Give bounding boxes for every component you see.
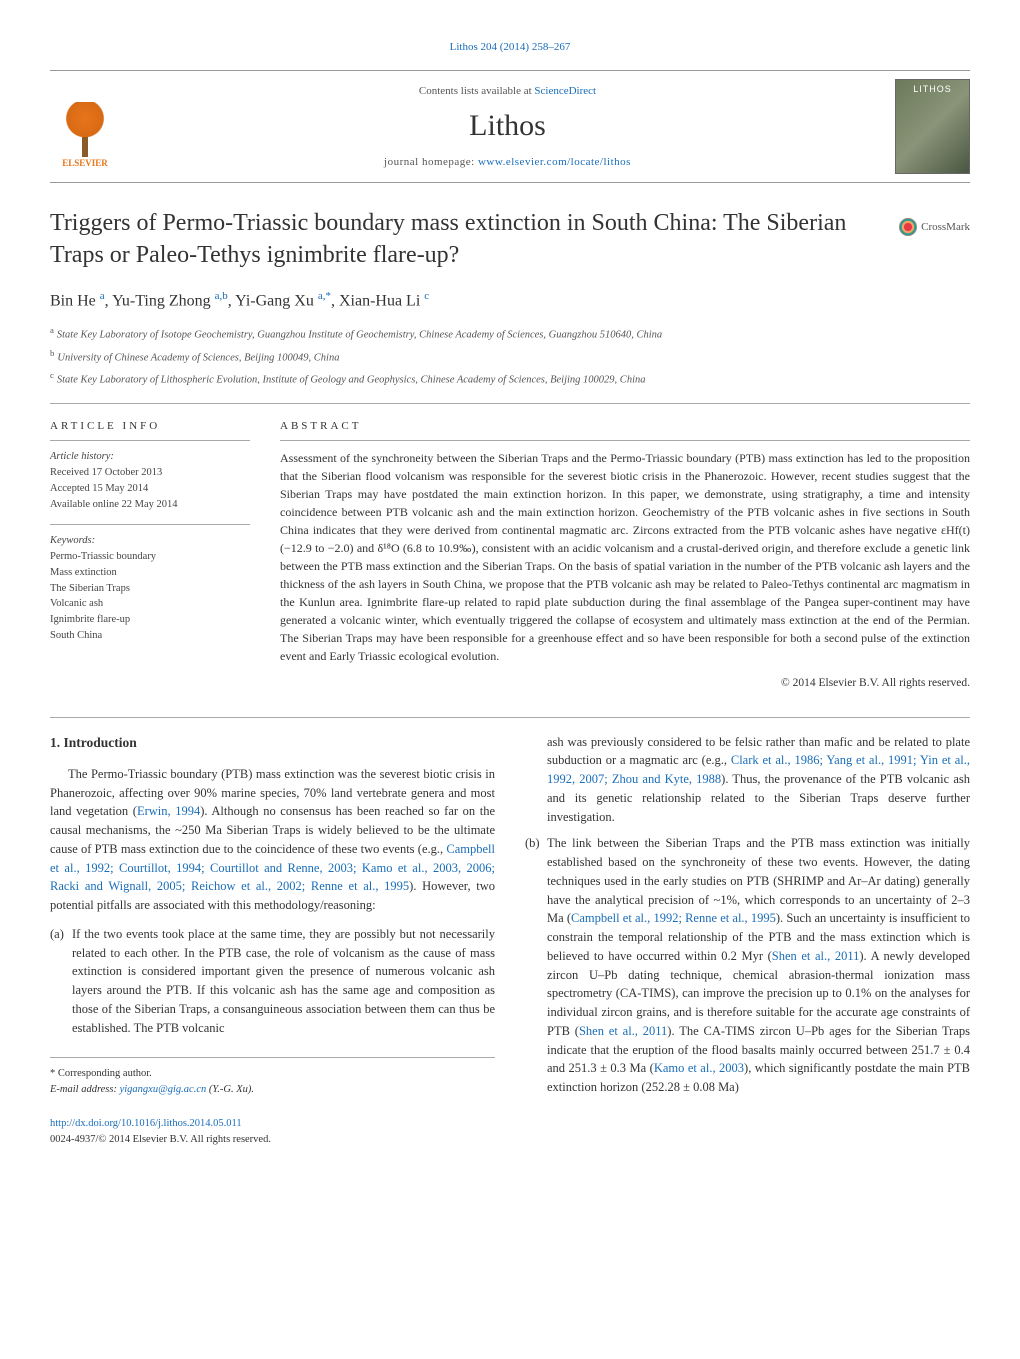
body-column-right: ash was previously considered to be fels… [525, 733, 970, 1148]
crossmark-badge[interactable]: CrossMark [899, 218, 970, 236]
keyword: Ignimbrite flare-up [50, 612, 250, 628]
email-link[interactable]: yigangxu@gig.ac.cn [120, 1084, 207, 1095]
doi-block: http://dx.doi.org/10.1016/j.lithos.2014.… [50, 1116, 495, 1148]
citation-link[interactable]: Lithos 204 (2014) 258–267 [450, 41, 571, 53]
citation-ref[interactable]: Campbell et al., 1992; Renne et al., 199… [571, 911, 776, 925]
elsevier-tree-icon [60, 102, 110, 157]
citation-ref[interactable]: Shen et al., 2011 [579, 1024, 667, 1038]
keyword: Mass extinction [50, 565, 250, 581]
keyword: Permo-Triassic boundary [50, 549, 250, 565]
abstract-column: abstract Assessment of the synchroneity … [280, 419, 970, 691]
abstract-heading: abstract [280, 419, 970, 434]
paragraph: The Permo-Triassic boundary (PTB) mass e… [50, 765, 495, 915]
doi-link[interactable]: http://dx.doi.org/10.1016/j.lithos.2014.… [50, 1118, 242, 1129]
list-item-b: (b)The link between the Siberian Traps a… [547, 834, 970, 1097]
homepage-line: journal homepage: www.elsevier.com/locat… [120, 155, 895, 170]
elsevier-logo: ELSEVIER [50, 84, 120, 169]
history-title: Article history: [50, 449, 250, 465]
journal-cover-thumbnail [895, 79, 970, 174]
authors-line: Bin He a, Yu-Ting Zhong a,b, Yi-Gang Xu … [50, 289, 970, 313]
affiliation-a: aState Key Laboratory of Isotope Geochem… [50, 324, 970, 343]
divider [50, 403, 970, 404]
list-item-a: (a)If the two events took place at the s… [72, 925, 495, 1038]
keyword: The Siberian Traps [50, 581, 250, 597]
article-title: Triggers of Permo-Triassic boundary mass… [50, 208, 970, 270]
publisher-name: ELSEVIER [62, 157, 108, 170]
keywords-title: Keywords: [50, 533, 250, 549]
abstract-text: Assessment of the synchroneity between t… [280, 449, 970, 665]
article-info-heading: article info [50, 419, 250, 434]
received-date: Received 17 October 2013 [50, 465, 250, 481]
journal-name: Lithos [120, 105, 895, 147]
accepted-date: Accepted 15 May 2014 [50, 481, 250, 497]
copyright-line: © 2014 Elsevier B.V. All rights reserved… [280, 675, 970, 691]
online-date: Available online 22 May 2014 [50, 497, 250, 513]
keyword: Volcanic ash [50, 596, 250, 612]
citation-header: Lithos 204 (2014) 258–267 [50, 40, 970, 55]
citation-ref[interactable]: Erwin, 1994 [137, 804, 200, 818]
affiliation-c: cState Key Laboratory of Lithospheric Ev… [50, 369, 970, 388]
affiliation-b: bUniversity of Chinese Academy of Scienc… [50, 347, 970, 366]
section-heading: 1. Introduction [50, 733, 495, 753]
body-column-left: 1. Introduction The Permo-Triassic bound… [50, 733, 495, 1148]
list-item-a-continued: ash was previously considered to be fels… [547, 733, 970, 827]
divider [50, 717, 970, 718]
keyword: South China [50, 628, 250, 644]
journal-banner: ELSEVIER Contents lists available at Sci… [50, 70, 970, 183]
sciencedirect-link[interactable]: ScienceDirect [534, 85, 596, 97]
homepage-link[interactable]: www.elsevier.com/locate/lithos [478, 156, 631, 168]
corresponding-author-note: * Corresponding author. E-mail address: … [50, 1057, 495, 1098]
citation-ref[interactable]: Kamo et al., 2003 [654, 1061, 744, 1075]
contents-line: Contents lists available at ScienceDirec… [120, 84, 895, 99]
crossmark-icon [899, 218, 917, 236]
citation-ref[interactable]: Shen et al., 2011 [772, 949, 860, 963]
article-info-sidebar: article info Article history: Received 1… [50, 419, 250, 691]
